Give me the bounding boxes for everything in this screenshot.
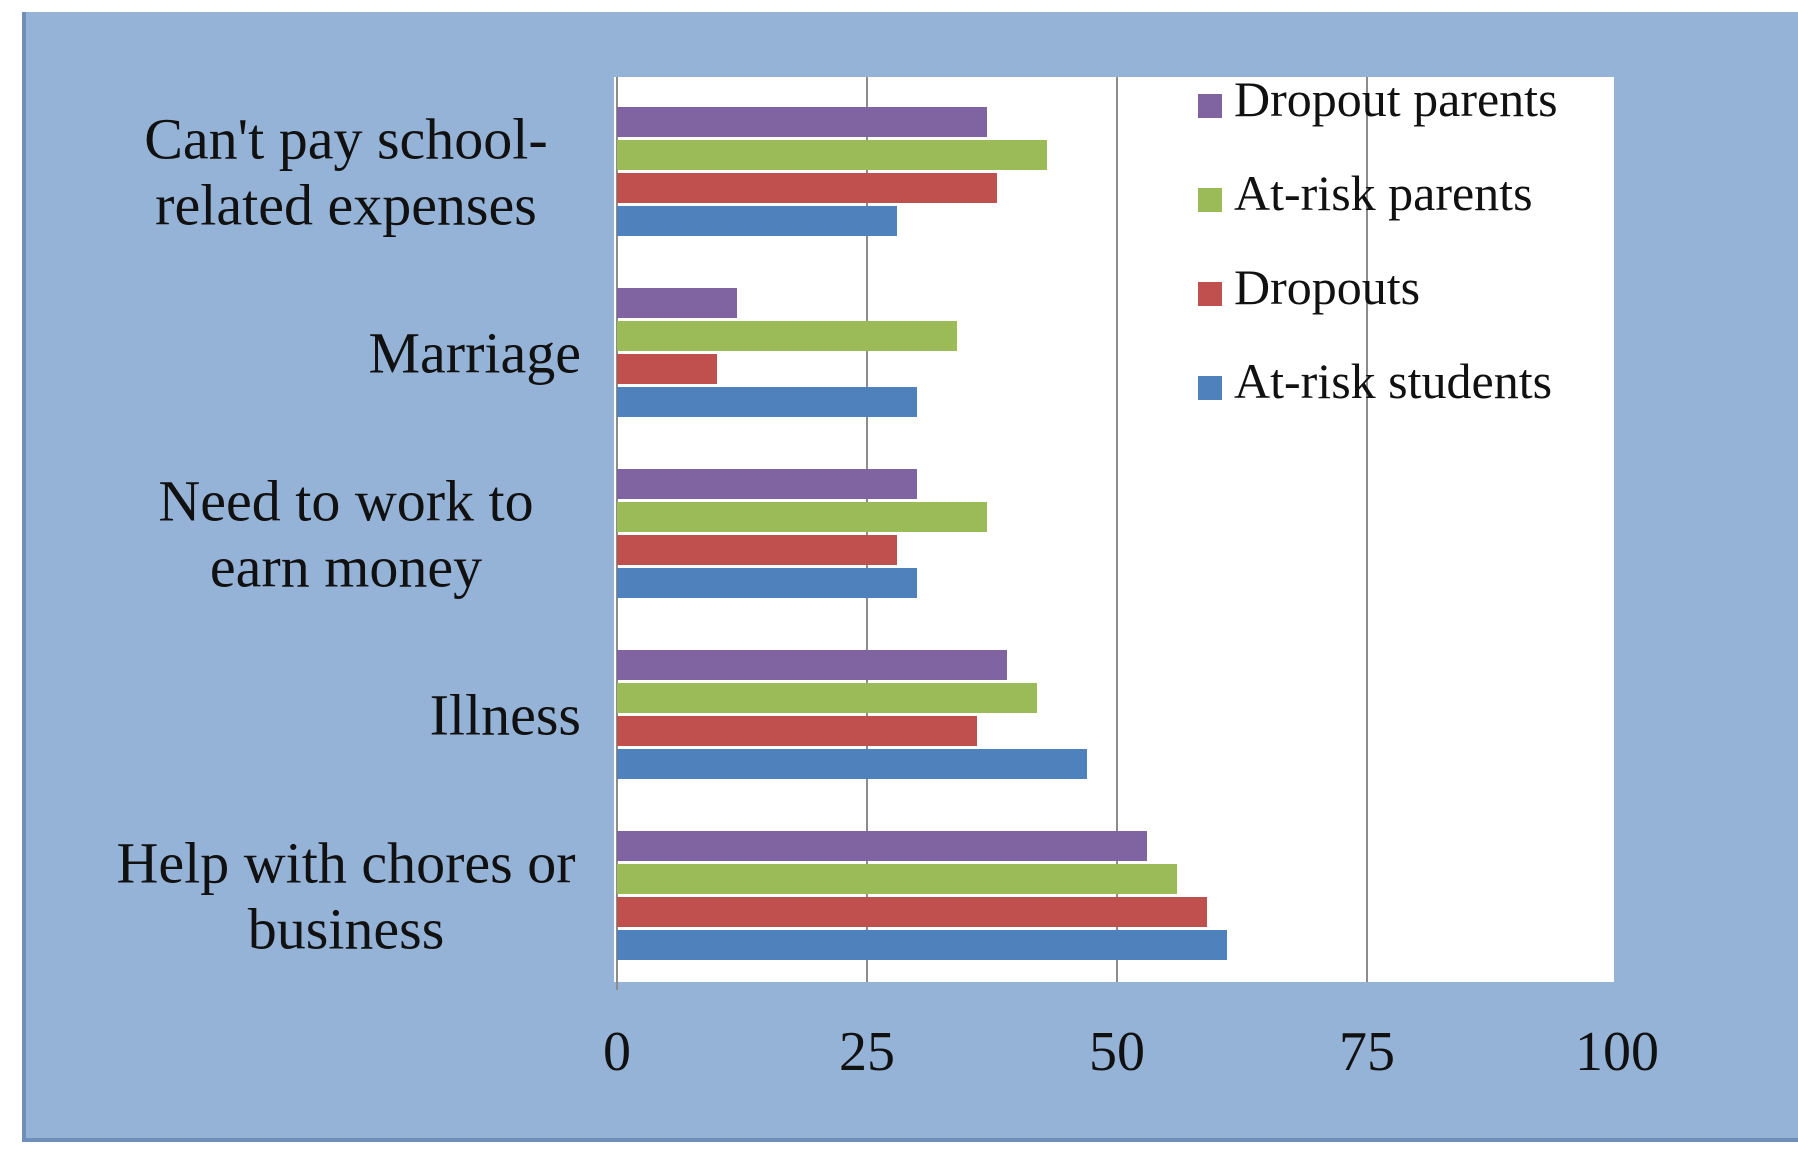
bar-chart: Can't pay school-related expenses Marriag… [116, 71, 1659, 1083]
legend-swatch-at-risk-parents [1198, 188, 1222, 212]
legend-swatch-dropout-parents [1198, 94, 1222, 118]
bar-need-to-work-to-earn-money-at-risk-parents [617, 502, 987, 532]
bar-can-t-pay-school-related-expenses-at-risk-students [617, 206, 897, 236]
x-tick-label-0: 0 [603, 1021, 631, 1083]
x-axis-tick-labels: 0 25 50 75 100 [603, 1021, 1659, 1083]
category-label-marriage-line-1: Marriage [368, 321, 581, 386]
bar-illness-dropouts [617, 716, 977, 746]
legend: Dropout parents At-risk parents Dropouts At… [1198, 71, 1558, 409]
bar-need-to-work-to-earn-money-dropouts [617, 535, 897, 565]
category-label-help-with-chores-or-business-line-1: Help with chores or [116, 831, 575, 896]
category-label-illness-line-1: Illness [430, 683, 581, 748]
category-label-need-to-work-to-earn-money-line-2: earn money [210, 535, 482, 600]
category-label-need-to-work-to-earn-money-line-1: Need to work to [158, 469, 533, 534]
legend-label-at-risk-parents: At-risk parents [1234, 165, 1533, 221]
bar-marriage-at-risk-students [617, 387, 917, 417]
bar-marriage-at-risk-parents [617, 321, 957, 351]
legend-label-dropouts: Dropouts [1234, 259, 1420, 315]
bar-help-with-chores-or-business-dropout-parents [617, 831, 1147, 861]
chart-frame: Can't pay school-related expenses Marriag… [22, 12, 1798, 1142]
bar-illness-at-risk-students [617, 749, 1087, 779]
legend-label-at-risk-students: At-risk students [1234, 353, 1552, 409]
bar-need-to-work-to-earn-money-dropout-parents [617, 469, 917, 499]
legend-label-dropout-parents: Dropout parents [1234, 71, 1558, 127]
bar-illness-at-risk-parents [617, 683, 1037, 713]
bar-help-with-chores-or-business-dropouts [617, 897, 1207, 927]
legend-swatch-at-risk-students [1198, 376, 1222, 400]
x-tick-label-50: 50 [1089, 1021, 1145, 1083]
bar-can-t-pay-school-related-expenses-dropouts [617, 173, 997, 203]
x-tick-label-25: 25 [839, 1021, 895, 1083]
bar-marriage-dropout-parents [617, 288, 737, 318]
category-label-help-with-chores-or-business-line-2: business [248, 897, 445, 962]
bar-marriage-dropouts [617, 354, 717, 384]
bar-illness-dropout-parents [617, 650, 1007, 680]
legend-swatch-dropouts [1198, 282, 1222, 306]
bar-help-with-chores-or-business-at-risk-students [617, 930, 1227, 960]
category-label-can-t-pay-school-related-expenses-line-1: Can't pay school- [144, 107, 547, 172]
bars [617, 107, 1227, 960]
category-labels: Can't pay school-related expenses Marriag… [116, 107, 581, 962]
bar-can-t-pay-school-related-expenses-at-risk-parents [617, 140, 1047, 170]
category-label-can-t-pay-school-related-expenses-line-2: related expenses [155, 173, 537, 238]
x-tick-label-75: 75 [1339, 1021, 1395, 1083]
bar-can-t-pay-school-related-expenses-dropout-parents [617, 107, 987, 137]
bar-need-to-work-to-earn-money-at-risk-students [617, 568, 917, 598]
bar-help-with-chores-or-business-at-risk-parents [617, 864, 1177, 894]
x-tick-label-100: 100 [1575, 1021, 1659, 1083]
